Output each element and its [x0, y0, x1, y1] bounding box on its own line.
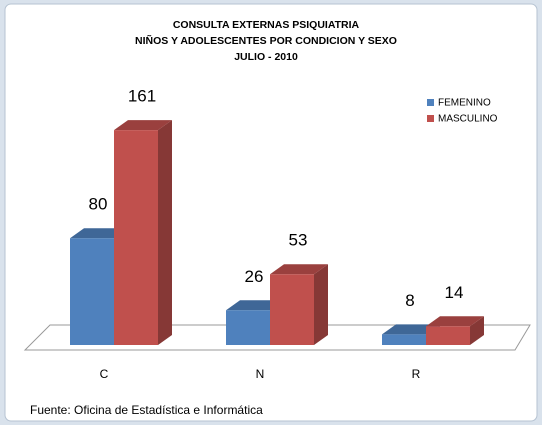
- data-label: 161: [128, 87, 156, 106]
- data-label: 8: [405, 291, 414, 310]
- bar-face: [114, 120, 172, 131]
- chart-title: CONSULTA EXTERNAS PSIQUIATRIA: [173, 19, 360, 31]
- legend-swatch: [427, 99, 434, 106]
- chart-subtitle: NIÑOS Y ADOLESCENTES POR CONDICION Y SEX…: [135, 34, 397, 47]
- legend-swatch: [427, 115, 434, 122]
- bar-face: [314, 264, 328, 345]
- bar-face: [158, 120, 172, 345]
- data-label: 53: [289, 231, 308, 250]
- bar-face: [382, 324, 440, 335]
- x-tick-label: N: [256, 367, 265, 381]
- bar-face: [426, 326, 470, 345]
- bar: [114, 120, 172, 345]
- bar: [270, 264, 328, 345]
- bar-face: [70, 238, 114, 345]
- bar-face: [226, 310, 270, 345]
- chart-area: [4, 3, 538, 422]
- data-label: 26: [245, 267, 264, 286]
- x-tick-label: C: [100, 367, 109, 381]
- data-label: 80: [89, 195, 108, 214]
- bar-face: [70, 228, 128, 239]
- legend-label: FEMENINO: [438, 98, 491, 109]
- bar-face: [270, 274, 314, 345]
- bar-face: [114, 130, 158, 345]
- x-tick-label: R: [412, 367, 421, 381]
- bar-face: [270, 264, 328, 275]
- source-note: Fuente: Oficina de Estadística e Informá…: [30, 403, 263, 417]
- data-label: 14: [445, 283, 464, 302]
- bar-face: [426, 316, 484, 327]
- bar-face: [382, 334, 426, 345]
- legend-label: MASCULINO: [438, 114, 498, 125]
- bar: [426, 316, 484, 345]
- bar-face: [470, 316, 484, 345]
- bar-face: [226, 300, 284, 311]
- chart-subtitle: JULIO - 2010: [234, 51, 298, 63]
